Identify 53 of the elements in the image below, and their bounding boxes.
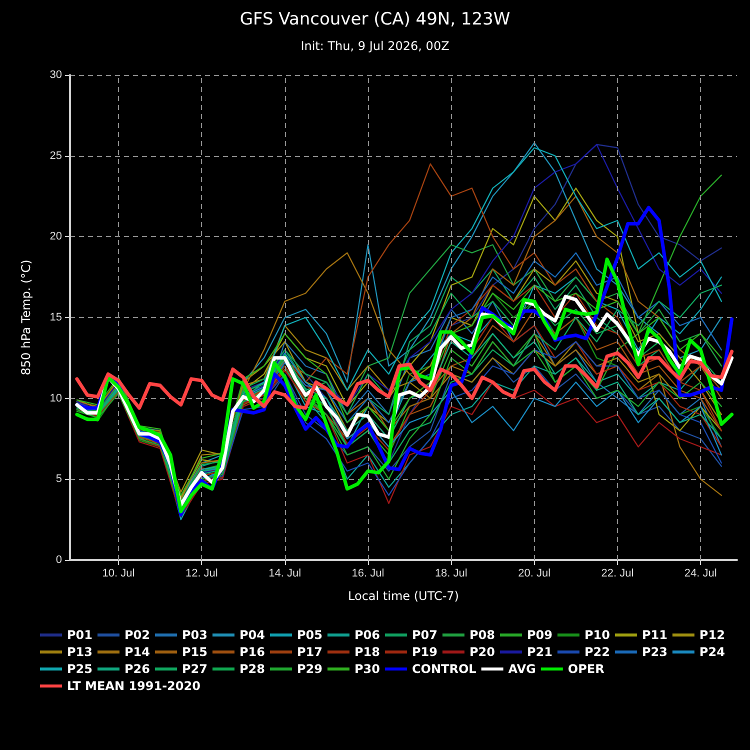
legend-label: P13 — [67, 645, 92, 659]
legend-label: OPER — [568, 662, 604, 676]
legend-label: P15 — [182, 645, 208, 659]
y-tick-label: 25 — [50, 150, 62, 162]
x-tick-label: 18. Jul — [434, 568, 468, 580]
legend-label: P11 — [642, 628, 668, 642]
legend-label: P22 — [584, 645, 610, 659]
legend-label: P28 — [239, 662, 265, 676]
legend-label: P18 — [354, 645, 380, 659]
legend-label: P24 — [699, 645, 725, 659]
legend-label: P06 — [354, 628, 380, 642]
legend-label: P30 — [354, 662, 380, 676]
legend-label: P17 — [296, 645, 322, 659]
legend-label: P21 — [526, 645, 552, 659]
chart-title: GFS Vancouver (CA) 49N, 123W — [240, 10, 510, 30]
x-tick-label: 16. Jul — [352, 568, 384, 580]
y-tick-label: 10 — [50, 392, 62, 404]
x-tick-label: 14. Jul — [268, 568, 302, 580]
x-tick-label: 10. Jul — [102, 568, 135, 580]
legend-label: P02 — [124, 628, 150, 642]
legend-label: P25 — [67, 662, 92, 676]
legend-label: P23 — [642, 645, 668, 659]
legend-label: P29 — [296, 662, 322, 676]
y-tick-label: 15 — [50, 312, 62, 324]
legend-label: P10 — [584, 628, 610, 642]
legend-label: P08 — [469, 628, 495, 642]
legend-label: P01 — [67, 628, 92, 642]
legend-label: LT MEAN 1991-2020 — [67, 679, 200, 693]
legend-label: P07 — [412, 628, 438, 642]
legend-label: P19 — [412, 645, 438, 659]
legend-label: P09 — [526, 628, 552, 642]
y-tick-label: 0 — [56, 554, 62, 566]
legend-label: P05 — [296, 628, 322, 642]
legend-label: P27 — [182, 662, 208, 676]
x-axis-title: Local time (UTC-7) — [348, 589, 459, 603]
x-tick-label: 22. Jul — [601, 568, 634, 580]
chart-subtitle: Init: Thu, 9 Jul 2026, 00Z — [300, 39, 450, 53]
legend-label: P14 — [124, 645, 150, 659]
legend-label: P04 — [239, 628, 265, 642]
y-tick-label: 30 — [50, 69, 62, 81]
legend-label: P03 — [182, 628, 208, 642]
legend-label: AVG — [508, 662, 536, 676]
x-tick-label: 24. Jul — [684, 568, 717, 580]
y-tick-label: 20 — [50, 230, 62, 243]
x-tick-label: 12. Jul — [185, 568, 218, 580]
x-tick-label: 20. Jul — [518, 568, 551, 580]
legend-label: P12 — [699, 628, 725, 642]
legend-label: P20 — [469, 645, 495, 659]
legend-label: P16 — [239, 645, 265, 659]
legend-label: CONTROL — [412, 662, 477, 676]
legend-label: P26 — [124, 662, 150, 676]
y-tick-label: 5 — [56, 473, 62, 486]
y-axis-title: 850 hPa Temp. (°C) — [19, 260, 33, 376]
